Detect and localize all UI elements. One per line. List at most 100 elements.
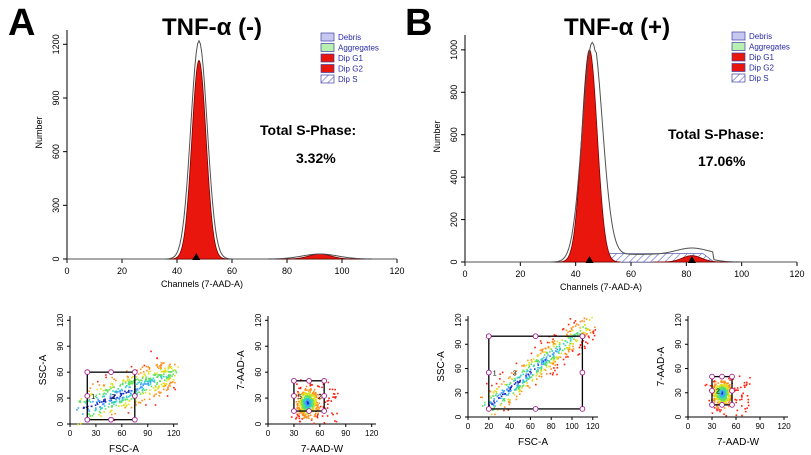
scatter-a2-y-tick-label: 60	[254, 367, 263, 376]
scatter-b2-event	[723, 399, 726, 401]
scatter-a2-gate-handle	[321, 408, 328, 414]
scatter-a1-event	[164, 369, 167, 372]
scatter-b2-gate-handle	[729, 387, 735, 394]
scatter-b1-event	[585, 329, 588, 331]
scatter-b1-event	[503, 409, 505, 412]
scatter-b1-event	[592, 338, 594, 341]
scatter-a1-event	[170, 370, 173, 373]
hist-b-y-tick-label: 800	[449, 85, 459, 100]
scatter-a1-event	[142, 387, 145, 390]
legend-b-swatch	[731, 52, 746, 62]
scatter-b2-event	[716, 390, 719, 393]
scatter-b1-event	[589, 331, 592, 334]
legend-b-swatch	[731, 42, 746, 51]
scatter-b1-event	[575, 323, 578, 325]
scatter-a2-event	[315, 408, 317, 410]
scatter-b1-gate-handle	[485, 406, 492, 412]
scatter-a2-event	[314, 394, 316, 396]
scatter-b1-event	[493, 400, 495, 402]
scatter-a2-event	[307, 405, 309, 407]
scatter-b2-event	[712, 386, 715, 389]
scatter-a2-event	[297, 390, 299, 393]
scatter-a1-gate-handle	[108, 416, 114, 423]
scatter-a1-event	[78, 401, 81, 403]
scatter-a2-event	[297, 414, 299, 417]
scatter-b1-event	[552, 344, 555, 346]
scatter-b1-event	[492, 404, 495, 407]
scatter-a2-event	[333, 396, 336, 398]
scatter-a2-event	[298, 404, 301, 407]
scatter-a1-event	[144, 374, 147, 376]
scatter-b1-event	[572, 343, 575, 345]
scatter-b1-event	[546, 362, 548, 364]
scatter-b2-event	[746, 381, 748, 384]
scatter-a1-event	[156, 376, 158, 378]
scatter-a2-event	[299, 386, 302, 389]
scatter-a2-event	[317, 409, 320, 411]
scatter-b1-event	[585, 333, 588, 335]
scatter-a2-event	[310, 405, 313, 407]
scatter-b1-event	[510, 372, 513, 374]
scatter-b2-event	[748, 383, 751, 385]
hist-a-y-tick-label: 300	[51, 198, 61, 213]
scatter-b2-event	[723, 396, 726, 398]
hist-a-y-tick-label: 0	[51, 256, 61, 261]
scatter-b1-x-label: FSC-A	[518, 437, 548, 448]
scatter-b1-gate-handle	[579, 369, 586, 376]
scatter-a1-y-tick-label: 90	[56, 341, 65, 350]
scatter-a2-event	[305, 416, 308, 418]
scatter-b2-event	[717, 396, 719, 398]
scatter-b2-x-tick-label: 30	[708, 422, 717, 431]
scatter-a1-event	[105, 376, 107, 379]
scatter-a1-event	[138, 387, 141, 390]
scatter-b2-event	[723, 383, 726, 386]
scatter-b1-y-tick-label: 90	[454, 339, 463, 348]
scatter-a1-event	[157, 387, 159, 390]
scatter-a1-event	[103, 385, 105, 388]
scatter-b1-event	[527, 359, 529, 362]
scatter-b1-event	[490, 413, 493, 416]
scatter-a1-event	[149, 389, 151, 391]
scatter-a1-x-tick-label: 30	[91, 429, 100, 438]
scatter-a1-event	[150, 385, 153, 388]
scatter-a1-y-tick-label: 0	[56, 421, 65, 426]
scatter-a1-event	[158, 395, 161, 397]
scatter-a2-gate-handle	[291, 393, 297, 399]
scatter-a2-event	[301, 413, 304, 416]
scatter-b1-event	[573, 338, 575, 340]
scatter-a2-event	[301, 411, 304, 414]
scatter-a1-event	[128, 381, 131, 384]
scatter-b2-event	[718, 386, 721, 389]
scatter-a2-event	[333, 393, 336, 395]
scatter-a2-gate-handle	[291, 408, 297, 414]
scatter-b1-event	[573, 333, 576, 336]
scatter-a2-event	[295, 416, 298, 419]
scatter-b1-event	[573, 321, 575, 324]
scatter-a1-event	[169, 381, 172, 384]
scatter-b1-event	[553, 334, 556, 336]
scatter-b1-event	[527, 373, 529, 376]
scatter-a1-event	[129, 394, 131, 397]
scatter-a1-event	[88, 400, 90, 402]
scatter-b1-event	[566, 348, 569, 350]
scatter-b1-y-label: SSC-A	[436, 351, 447, 382]
scatter-b2-event	[741, 414, 743, 417]
scatter-a2-event	[298, 415, 301, 418]
scatter-b2-event	[732, 378, 734, 381]
scatter-a1-event	[140, 385, 142, 388]
scatter-b1-event	[515, 362, 518, 365]
scatter-a1-event	[160, 377, 163, 380]
scatter-b1-event	[588, 319, 591, 321]
scatter-a2-y-label: 7-AAD-A	[236, 350, 247, 390]
scatter-a2-event	[297, 395, 300, 397]
scatter-a1-event	[125, 405, 128, 408]
scatter-a2-event	[290, 416, 293, 418]
scatter-a1-event	[110, 406, 113, 408]
scatter-a2-event	[302, 402, 304, 405]
scatter-a2-event	[297, 398, 299, 400]
scatter-a1-event	[109, 411, 111, 413]
scatter-b1-x-tick-label: 0	[466, 422, 471, 431]
scatter-a1-event	[159, 380, 161, 383]
scatter-a1-event	[127, 377, 129, 380]
scatter-b2-event	[717, 382, 720, 384]
